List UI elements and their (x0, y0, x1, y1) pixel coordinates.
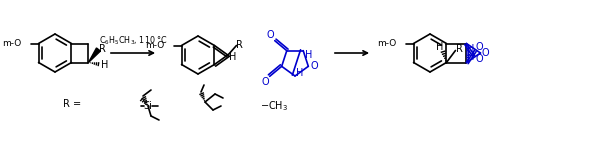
Text: R: R (456, 45, 463, 55)
Text: O: O (476, 41, 483, 51)
Text: H: H (436, 41, 443, 51)
Text: H: H (296, 68, 304, 78)
Text: O: O (311, 61, 318, 71)
Text: O: O (267, 30, 275, 40)
Text: $-$CH$_3$: $-$CH$_3$ (260, 99, 288, 113)
Text: O: O (482, 48, 489, 58)
Text: O: O (262, 77, 269, 87)
Text: R =: R = (63, 99, 81, 109)
Text: H: H (229, 51, 236, 61)
Text: H: H (467, 45, 474, 55)
Text: R: R (99, 44, 106, 53)
Text: C$_6$H$_5$CH$_3$, 110 °C: C$_6$H$_5$CH$_3$, 110 °C (98, 35, 167, 47)
Text: m-O: m-O (377, 39, 396, 48)
Text: Si: Si (143, 101, 152, 111)
Text: O: O (476, 55, 483, 64)
Text: m-O: m-O (2, 39, 21, 48)
Text: H: H (305, 50, 312, 60)
Polygon shape (88, 48, 100, 62)
Text: m-O: m-O (145, 41, 164, 50)
Text: H: H (467, 52, 474, 62)
Text: H: H (101, 60, 108, 70)
Text: R: R (236, 39, 243, 49)
